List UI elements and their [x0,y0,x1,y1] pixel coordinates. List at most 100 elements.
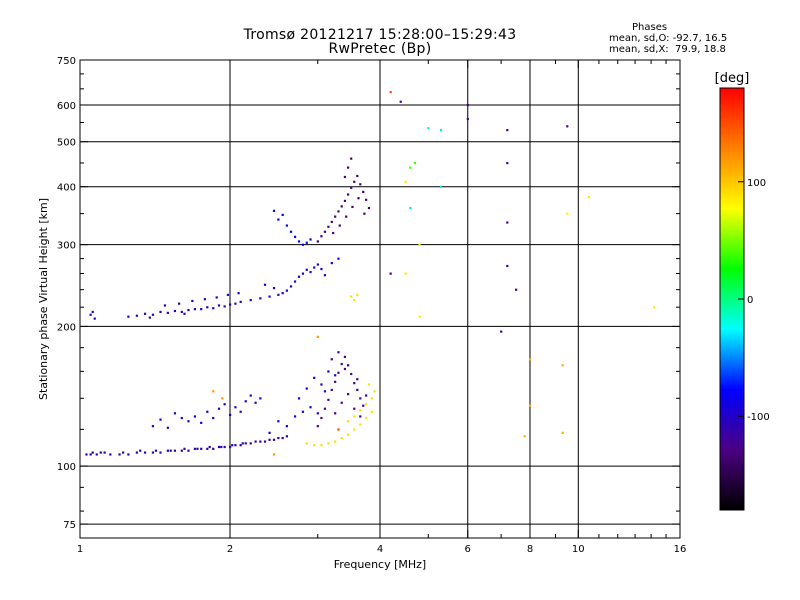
data-point [249,394,252,397]
data-point [215,296,218,299]
phase-stats-o: mean, sd,O: -92.7, 16.5 [609,33,728,44]
data-point [297,240,301,243]
data-point [135,451,138,454]
data-point [180,310,183,314]
x-tick-label: 10 [572,544,585,555]
data-point [359,415,362,418]
grid-lines [80,60,680,538]
data-point [259,440,262,443]
data-point [439,128,443,132]
data-point [356,378,359,381]
data-point [183,312,186,315]
x-tick-label: 16 [674,544,687,555]
data-point [365,198,368,201]
data-point [177,302,181,305]
data-point [320,416,323,420]
data-point [305,442,308,445]
data-point [373,390,376,393]
data-point [169,449,172,452]
data-point [353,415,356,418]
data-point [254,440,257,443]
data-point [122,451,125,454]
data-point [418,243,421,246]
data-point [362,404,365,407]
data-point [337,428,340,431]
data-point [223,305,226,308]
data-point [399,100,402,103]
data-point [249,442,252,445]
data-point [413,161,417,165]
x-axis-label: Frequency [MHz] [334,558,426,571]
data-point [316,240,319,243]
data-point [231,444,234,447]
data-point [127,315,130,318]
data-point [285,224,288,227]
data-point [281,436,284,440]
data-point [439,185,443,188]
data-point [166,311,169,314]
data-point [241,442,244,445]
data-point [212,447,215,450]
data-point [272,209,276,212]
y-tick-label: 600 [57,101,76,112]
data-point [353,428,356,431]
data-point [226,293,230,296]
data-point [365,403,368,406]
data-point [357,197,360,200]
data-point [409,206,412,210]
data-point [346,193,350,196]
data-point [561,364,564,367]
data-point [466,103,469,107]
chart-title: Tromsø 20121217 15:28:00–15:29:43 [243,27,517,43]
data-point [301,410,305,413]
data-point [289,230,293,233]
data-point [404,180,407,183]
data-point [85,453,88,456]
data-point [350,186,353,189]
data-point [272,453,276,456]
phase-stats-x: mean, sd,X: 79.9, 18.8 [609,44,726,55]
data-point [301,272,305,275]
data-point [323,274,327,277]
data-point [320,383,323,386]
colorbar-tick-label: -100 [747,412,770,423]
data-point [561,431,564,434]
data-point [268,431,271,434]
data-point [196,447,199,450]
data-point [109,453,112,456]
data-point [340,205,343,208]
data-point [653,306,656,309]
data-point [99,451,102,454]
data-point [289,285,293,288]
data-point [187,420,190,423]
data-point [506,128,509,132]
data-point [359,397,362,400]
data-point [200,308,203,311]
data-point [263,283,267,286]
data-point [309,238,312,241]
data-point [173,309,177,313]
data-point [166,426,169,429]
data-point [159,418,162,421]
data-point [229,303,232,306]
data-point [272,286,276,290]
data-point [135,314,138,317]
data-point [353,298,356,302]
data-point [389,272,392,275]
data-point [143,451,147,454]
data-point [159,310,162,314]
data-point [327,398,330,401]
data-point [293,280,297,283]
data-point [239,410,242,413]
data-point [340,362,343,366]
data-point [148,316,151,319]
data-point [353,382,356,385]
data-point [353,180,356,183]
data-point [268,438,271,441]
data-point [221,397,224,400]
colorbar-tick-label: 0 [747,295,753,306]
data-point [323,390,327,393]
data-point [272,438,276,441]
data-point [356,293,359,296]
data-point [223,403,226,406]
